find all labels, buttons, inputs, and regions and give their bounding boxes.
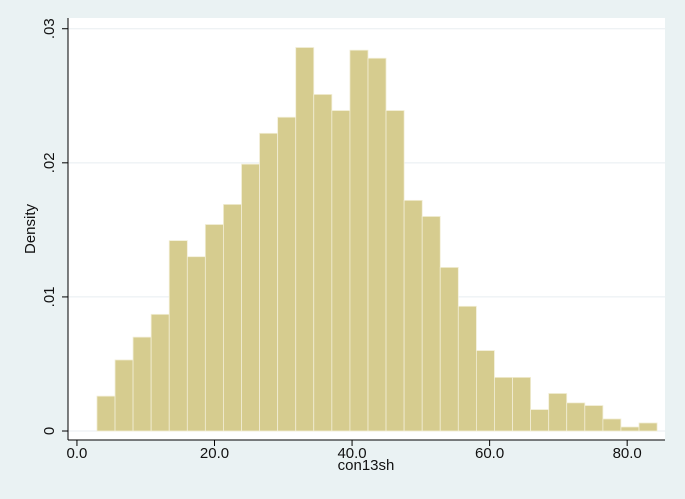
- bar: [259, 132, 279, 432]
- bar: [168, 240, 188, 432]
- y-tick-label: 0: [41, 427, 58, 435]
- bar: [313, 94, 333, 432]
- x-axis-label: con13sh: [338, 457, 395, 474]
- y-tick-label: .01: [41, 286, 58, 307]
- bar: [638, 422, 658, 432]
- bar: [114, 359, 134, 432]
- bar: [96, 395, 116, 432]
- bar: [566, 402, 586, 432]
- bar: [385, 110, 405, 432]
- bar: [204, 224, 224, 432]
- bar: [421, 216, 441, 432]
- y-axis-label: Density: [22, 203, 39, 254]
- x-tick-label: 20.0: [200, 445, 229, 462]
- x-tick-label: 60.0: [475, 445, 504, 462]
- y-tick-label: .03: [41, 18, 58, 39]
- bar: [530, 409, 550, 432]
- x-tick-label: 80.0: [613, 445, 642, 462]
- bar: [620, 426, 640, 432]
- y-tick-label: .02: [41, 152, 58, 173]
- bar: [277, 116, 297, 432]
- bar: [403, 199, 423, 432]
- bar: [602, 418, 622, 432]
- bar: [241, 163, 260, 432]
- bar: [349, 49, 369, 432]
- x-tick-label: 40.0: [337, 445, 366, 462]
- bar: [548, 393, 568, 432]
- bar: [476, 350, 495, 432]
- bar: [150, 313, 170, 432]
- bar: [331, 110, 351, 432]
- bar: [367, 57, 387, 432]
- bar: [494, 376, 513, 432]
- bar: [295, 47, 315, 432]
- bar: [584, 405, 604, 432]
- bar: [223, 203, 242, 432]
- bar: [512, 376, 532, 432]
- x-tick-label: 0.0: [67, 445, 88, 462]
- bar: [132, 336, 152, 432]
- bar: [457, 305, 477, 432]
- bar: [439, 267, 459, 432]
- bar: [186, 256, 206, 432]
